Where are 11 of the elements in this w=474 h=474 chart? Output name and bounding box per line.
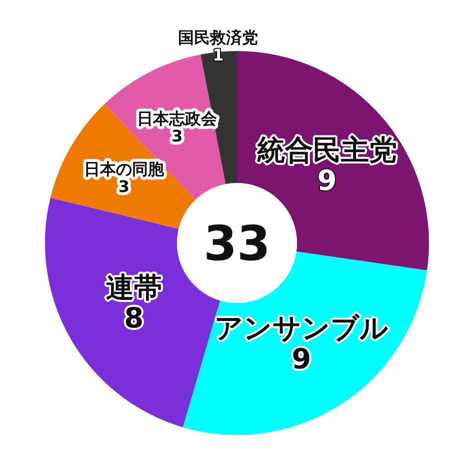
slice-label: 統合民主党	[256, 133, 397, 166]
data-label: 3	[118, 177, 130, 196]
data-label: 8	[124, 302, 144, 335]
slice-label: アンサンブル	[214, 312, 388, 345]
slice-label: 日本の同胞	[84, 160, 165, 179]
data-label: 9	[292, 342, 312, 376]
data-label: 9	[317, 164, 337, 198]
data-label: 3	[172, 126, 183, 146]
slice-label: 国民救済党	[178, 28, 258, 47]
slice-label: 連帯	[106, 270, 162, 304]
text: 33	[204, 216, 270, 272]
